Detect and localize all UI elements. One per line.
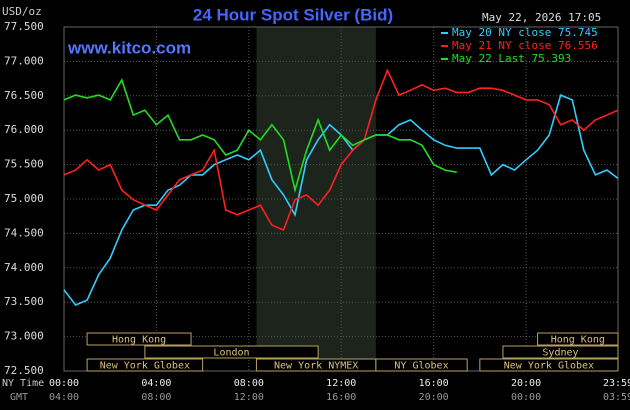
legend-label: May 21 NY close 76.556	[452, 39, 598, 52]
y-tick-label: 72.500	[4, 364, 44, 377]
session-bar	[479, 358, 619, 372]
y-axis-label: USD/oz	[2, 5, 42, 18]
session-label: New York Globex	[100, 361, 190, 372]
x-axis-label: NY Time	[2, 378, 44, 389]
x2-tick-label: 12:00	[234, 392, 264, 403]
source-label: www.kitco.com	[67, 38, 191, 57]
y-tick-label: 77.500	[4, 20, 44, 33]
chart-title: 24 Hour Spot Silver (Bid)	[193, 5, 393, 24]
x2-tick-label: 03:59	[603, 392, 630, 403]
session-bar	[86, 332, 192, 346]
x2-tick-label: 16:00	[326, 392, 356, 403]
session-label: NY Globex	[394, 361, 448, 372]
x2-tick-label: 20:00	[419, 392, 449, 403]
x-tick-label: 00:00	[49, 378, 79, 389]
legend-label: May 22 Last 75.393	[452, 52, 571, 65]
session-label: Hong Kong	[112, 335, 166, 346]
session-bar	[502, 345, 619, 359]
x2-tick-label: 04:00	[49, 392, 79, 403]
x-tick-label: 23:59	[603, 378, 630, 389]
session-label: London	[213, 348, 249, 359]
session-bar	[375, 358, 468, 372]
y-tick-label: 76.500	[4, 89, 44, 102]
session-label: Sydney	[542, 348, 578, 359]
y-tick-label: 74.000	[4, 261, 44, 274]
y-tick-label: 73.000	[4, 330, 44, 343]
x-tick-label: 04:00	[141, 378, 171, 389]
x-tick-label: 20:00	[511, 378, 541, 389]
x2-tick-label: 00:00	[511, 392, 541, 403]
y-tick-label: 74.500	[4, 226, 44, 239]
session-bar	[144, 345, 319, 359]
session-label: New York Globex	[504, 361, 594, 372]
timestamp: May 22, 2026 17:05	[482, 11, 601, 24]
session-label: Hong Kong	[551, 335, 605, 346]
y-tick-label: 75.500	[4, 158, 44, 171]
session-label: New York NYMEX	[274, 361, 358, 372]
session-bar	[86, 358, 204, 372]
y-tick-label: 76.000	[4, 123, 44, 136]
x-tick-label: 16:00	[419, 378, 449, 389]
series-line	[63, 78, 457, 194]
x2-axis-label: GMT	[10, 392, 28, 403]
x-tick-label: 12:00	[326, 378, 356, 389]
series-line	[63, 68, 619, 232]
x-tick-label: 08:00	[234, 378, 264, 389]
y-tick-label: 73.500	[4, 295, 44, 308]
legend-label: May 20 NY close 75.745	[452, 26, 598, 39]
x2-tick-label: 08:00	[141, 392, 171, 403]
y-tick-label: 75.000	[4, 192, 44, 205]
session-bar	[537, 332, 619, 346]
y-tick-label: 77.000	[4, 54, 44, 67]
